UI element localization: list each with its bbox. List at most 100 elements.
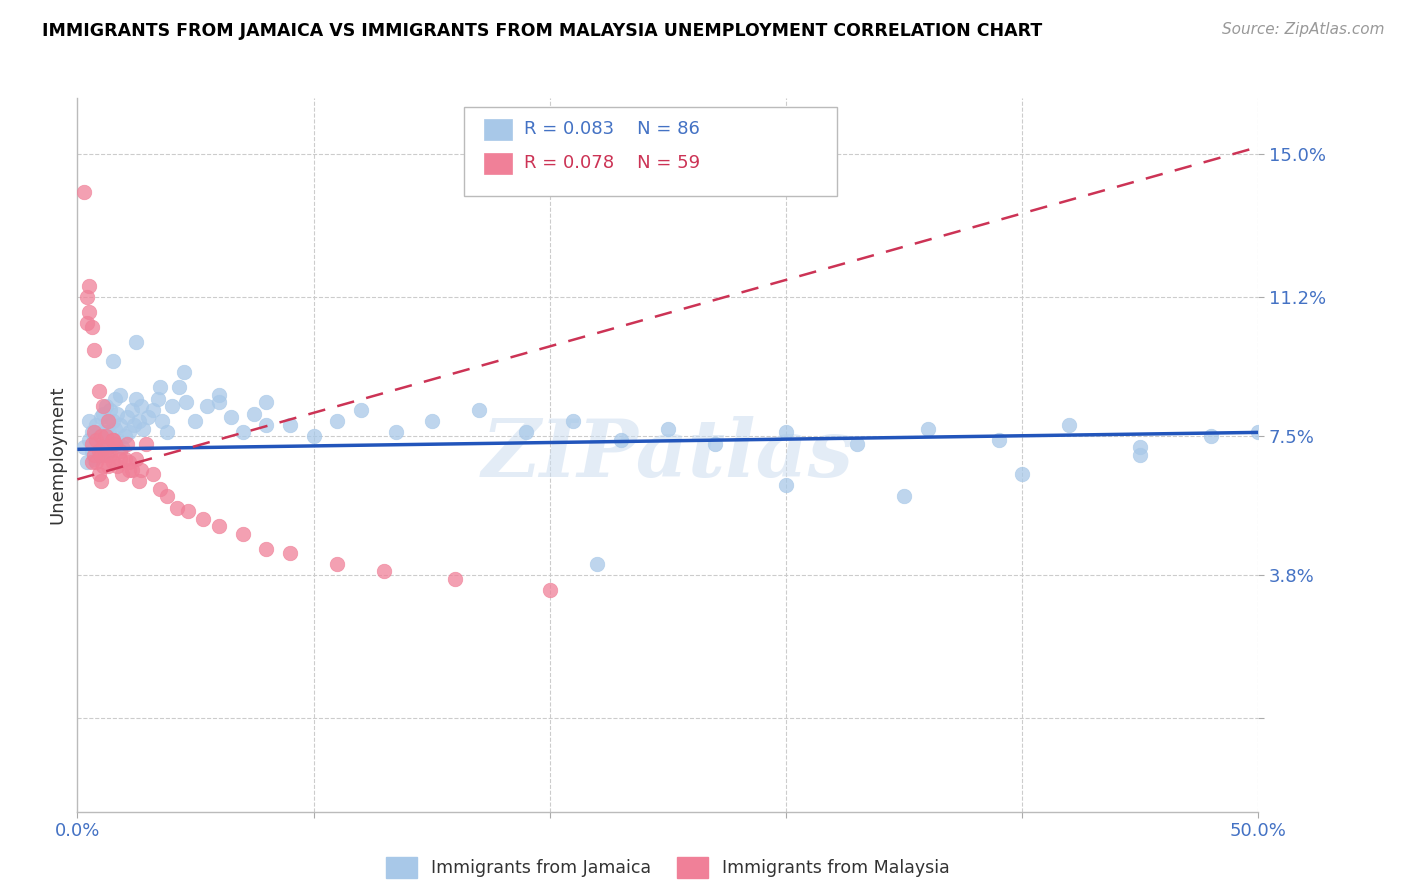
Point: [83, 343, 105, 357]
Point: [80, 444, 103, 458]
Point: [91, 433, 114, 447]
Point: [515, 425, 537, 440]
Point: [121, 402, 143, 417]
Point: [108, 417, 131, 432]
Point: [108, 444, 131, 458]
Point: [87, 384, 110, 398]
Point: [893, 489, 915, 503]
Point: [538, 583, 561, 598]
Point: [80, 425, 103, 440]
Point: [350, 402, 373, 417]
Point: [150, 414, 173, 428]
Point: [94, 429, 117, 443]
Point: [135, 436, 157, 450]
Point: [775, 425, 797, 440]
Point: [987, 433, 1010, 447]
Point: [100, 448, 122, 462]
Point: [84, 417, 107, 432]
Point: [132, 422, 155, 436]
Point: [121, 463, 143, 477]
Text: R = 0.083    N = 86: R = 0.083 N = 86: [524, 120, 700, 138]
Point: [195, 399, 218, 413]
Point: [76, 317, 98, 331]
Point: [77, 305, 100, 319]
Text: Source: ZipAtlas.com: Source: ZipAtlas.com: [1222, 22, 1385, 37]
Point: [80, 320, 103, 334]
Point: [90, 429, 112, 443]
Point: [142, 467, 165, 481]
Point: [84, 433, 107, 447]
Point: [444, 572, 467, 586]
Point: [101, 433, 124, 447]
Point: [385, 425, 408, 440]
Point: [101, 414, 124, 428]
Point: [90, 410, 112, 425]
Point: [83, 448, 105, 462]
Point: [1129, 448, 1152, 462]
Point: [173, 365, 195, 379]
Point: [100, 402, 122, 417]
Point: [90, 448, 112, 462]
Point: [104, 392, 127, 406]
Point: [845, 436, 868, 450]
Point: [91, 441, 114, 455]
Point: [128, 474, 150, 488]
Point: [118, 425, 141, 440]
Point: [108, 451, 131, 466]
Point: [129, 399, 152, 413]
Point: [101, 455, 124, 469]
Point: [97, 444, 120, 458]
Point: [87, 425, 110, 440]
Point: [118, 455, 141, 469]
Point: [254, 541, 277, 556]
Point: [302, 429, 325, 443]
Point: [107, 459, 129, 474]
Point: [149, 482, 172, 496]
Point: [84, 436, 107, 450]
Text: ZIPatlas: ZIPatlas: [482, 417, 853, 493]
Point: [84, 455, 107, 469]
Point: [76, 455, 98, 469]
Point: [91, 407, 114, 421]
Point: [208, 395, 231, 409]
Point: [657, 422, 679, 436]
Point: [420, 414, 443, 428]
Point: [115, 410, 138, 425]
Point: [125, 392, 148, 406]
Point: [107, 433, 129, 447]
Point: [118, 463, 141, 477]
Point: [128, 414, 150, 428]
Point: [87, 444, 110, 458]
Point: [1059, 417, 1081, 432]
Point: [1011, 467, 1033, 481]
Point: [77, 414, 100, 428]
Point: [254, 417, 277, 432]
Point: [208, 519, 231, 533]
Point: [174, 395, 197, 409]
Text: R = 0.078    N = 59: R = 0.078 N = 59: [524, 154, 700, 172]
Point: [468, 402, 491, 417]
Point: [122, 417, 145, 432]
Point: [101, 354, 124, 368]
Point: [111, 441, 134, 455]
Point: [125, 335, 148, 350]
Y-axis label: Unemployment: Unemployment: [48, 385, 66, 524]
Point: [232, 526, 254, 541]
Point: [73, 185, 96, 199]
Point: [219, 410, 242, 425]
Point: [1129, 441, 1152, 455]
Point: [609, 433, 631, 447]
Point: [326, 414, 349, 428]
Point: [917, 422, 939, 436]
Point: [160, 399, 183, 413]
Point: [149, 380, 172, 394]
Point: [87, 467, 110, 481]
Point: [94, 448, 117, 462]
Point: [97, 414, 120, 428]
Point: [704, 436, 727, 450]
Point: [104, 436, 127, 450]
Point: [108, 388, 131, 402]
Point: [562, 414, 585, 428]
Point: [77, 279, 100, 293]
Point: [90, 474, 112, 488]
